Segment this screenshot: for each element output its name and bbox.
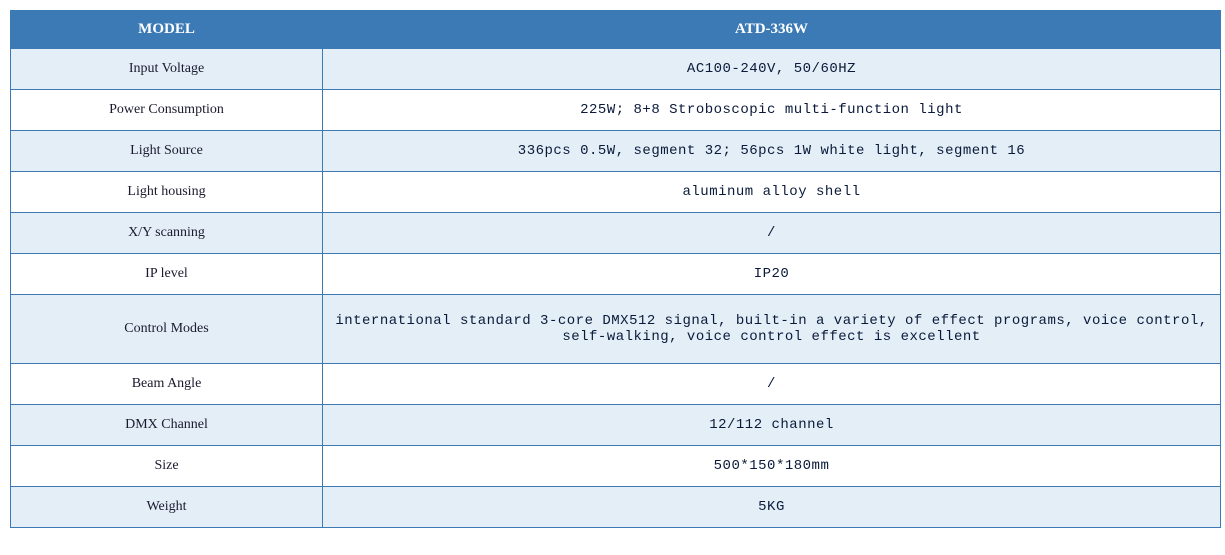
header-label: MODEL bbox=[11, 11, 323, 49]
table-row: Weight5KG bbox=[11, 487, 1221, 528]
table-row: Light housingaluminum alloy shell bbox=[11, 172, 1221, 213]
table-row: Size500*150*180mm bbox=[11, 446, 1221, 487]
table-row: DMX Channel12/112 channel bbox=[11, 405, 1221, 446]
spec-value: 12/112 channel bbox=[323, 405, 1221, 446]
spec-label: Control Modes bbox=[11, 295, 323, 364]
spec-value: / bbox=[323, 364, 1221, 405]
spec-label: IP level bbox=[11, 254, 323, 295]
spec-label: Size bbox=[11, 446, 323, 487]
table-row: X/Y scanning/ bbox=[11, 213, 1221, 254]
table-row: Control Modesinternational standard 3-co… bbox=[11, 295, 1221, 364]
spec-value: / bbox=[323, 213, 1221, 254]
table-row: Input VoltageAC100-240V, 50/60HZ bbox=[11, 49, 1221, 90]
header-row: MODEL ATD-336W bbox=[11, 11, 1221, 49]
table-row: IP levelIP20 bbox=[11, 254, 1221, 295]
spec-value: 500*150*180mm bbox=[323, 446, 1221, 487]
spec-label: Power Consumption bbox=[11, 90, 323, 131]
spec-label: X/Y scanning bbox=[11, 213, 323, 254]
spec-label: Weight bbox=[11, 487, 323, 528]
table-row: Beam Angle/ bbox=[11, 364, 1221, 405]
spec-label: DMX Channel bbox=[11, 405, 323, 446]
spec-value: aluminum alloy shell bbox=[323, 172, 1221, 213]
spec-value: AC100-240V, 50/60HZ bbox=[323, 49, 1221, 90]
spec-value: 225W; 8+8 Stroboscopic multi-function li… bbox=[323, 90, 1221, 131]
spec-label: Input Voltage bbox=[11, 49, 323, 90]
header-value: ATD-336W bbox=[323, 11, 1221, 49]
table-row: Light Source336pcs 0.5W, segment 32; 56p… bbox=[11, 131, 1221, 172]
spec-value: international standard 3-core DMX512 sig… bbox=[323, 295, 1221, 364]
table-row: Power Consumption225W; 8+8 Stroboscopic … bbox=[11, 90, 1221, 131]
spec-label: Beam Angle bbox=[11, 364, 323, 405]
spec-value: 336pcs 0.5W, segment 32; 56pcs 1W white … bbox=[323, 131, 1221, 172]
spec-label: Light Source bbox=[11, 131, 323, 172]
spec-table: MODEL ATD-336W Input VoltageAC100-240V, … bbox=[10, 10, 1221, 528]
spec-value: IP20 bbox=[323, 254, 1221, 295]
spec-value: 5KG bbox=[323, 487, 1221, 528]
spec-label: Light housing bbox=[11, 172, 323, 213]
